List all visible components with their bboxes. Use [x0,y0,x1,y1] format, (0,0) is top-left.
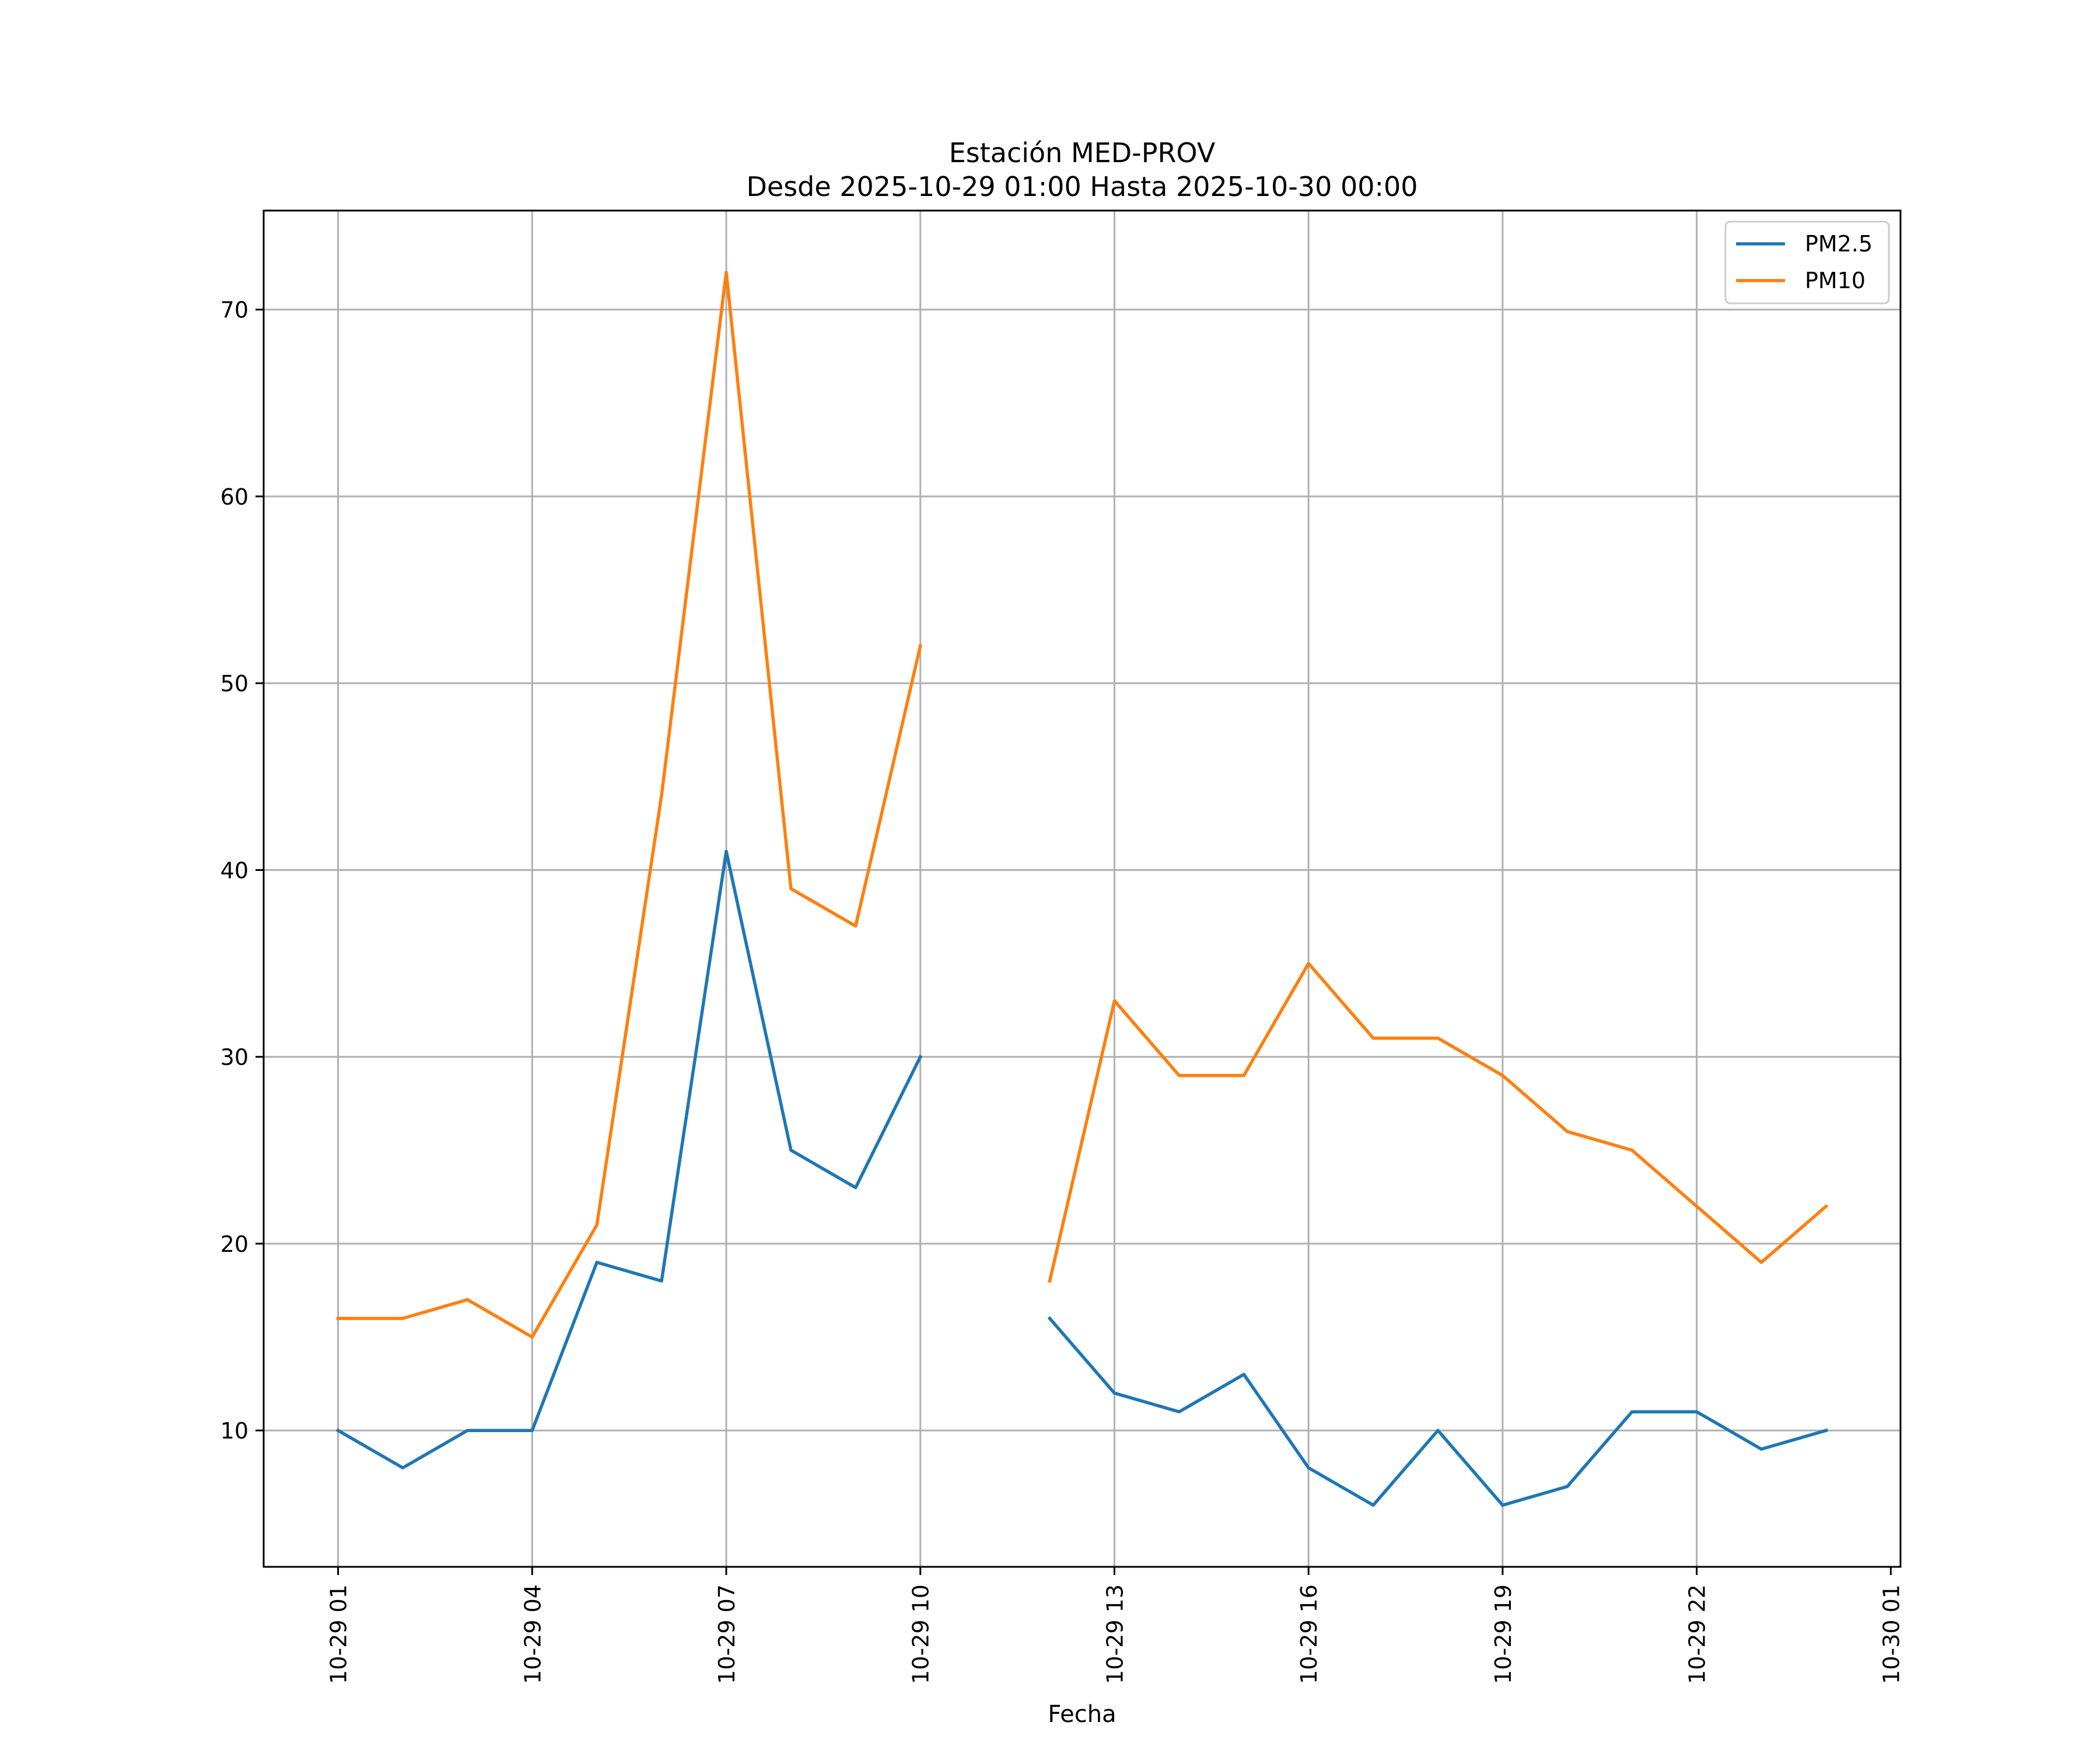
series-line-pm10 [336,270,922,1339]
legend-label-pm10: PM10 [1805,268,1866,293]
x-axis-label: Fecha [1048,1701,1116,1728]
y-tick-label: 70 [220,298,249,323]
x-tick-label: 10-29 10 [908,1584,934,1684]
legend: PM2.5 PM10 [1724,220,1890,304]
legend-box [1724,220,1890,304]
y-tick-label: 40 [220,858,249,883]
y-tick-label: 30 [220,1045,249,1070]
series-line-pm10 [1048,961,1829,1283]
y-tick-label: 50 [220,671,249,696]
chart-subtitle: Desde 2025-10-29 01:00 Hasta 2025-10-30 … [746,171,1418,202]
chart-title: Estación MED-PROV [949,137,1216,169]
x-tick-label: 10-29 04 [520,1584,545,1684]
plot-frame [262,209,1902,1568]
series-line-pm25 [335,849,923,1470]
x-tick-label: 10-29 16 [1296,1584,1322,1684]
x-tick-label: 10-29 01 [326,1584,352,1684]
axis-ticks: 10 20 30 40 50 60 70 10-29 01 10-29 04 10-29 07 10… [220,298,1905,1684]
y-tick-label: 60 [220,484,249,510]
x-tick-label: 10-30 01 [1878,1584,1904,1684]
x-tick-label: 10-29 13 [1102,1584,1128,1684]
grid [264,211,1901,1567]
y-tick-label: 10 [220,1418,249,1444]
x-tick-label: 10-29 07 [714,1584,740,1684]
x-tick-label: 10-29 19 [1490,1584,1516,1684]
y-tick-label: 20 [220,1231,249,1257]
legend-label-pm25: PM2.5 [1805,231,1873,257]
series-lines [335,270,1829,1507]
series-line-pm25 [1047,1316,1828,1507]
x-tick-label: 10-29 22 [1685,1584,1710,1684]
